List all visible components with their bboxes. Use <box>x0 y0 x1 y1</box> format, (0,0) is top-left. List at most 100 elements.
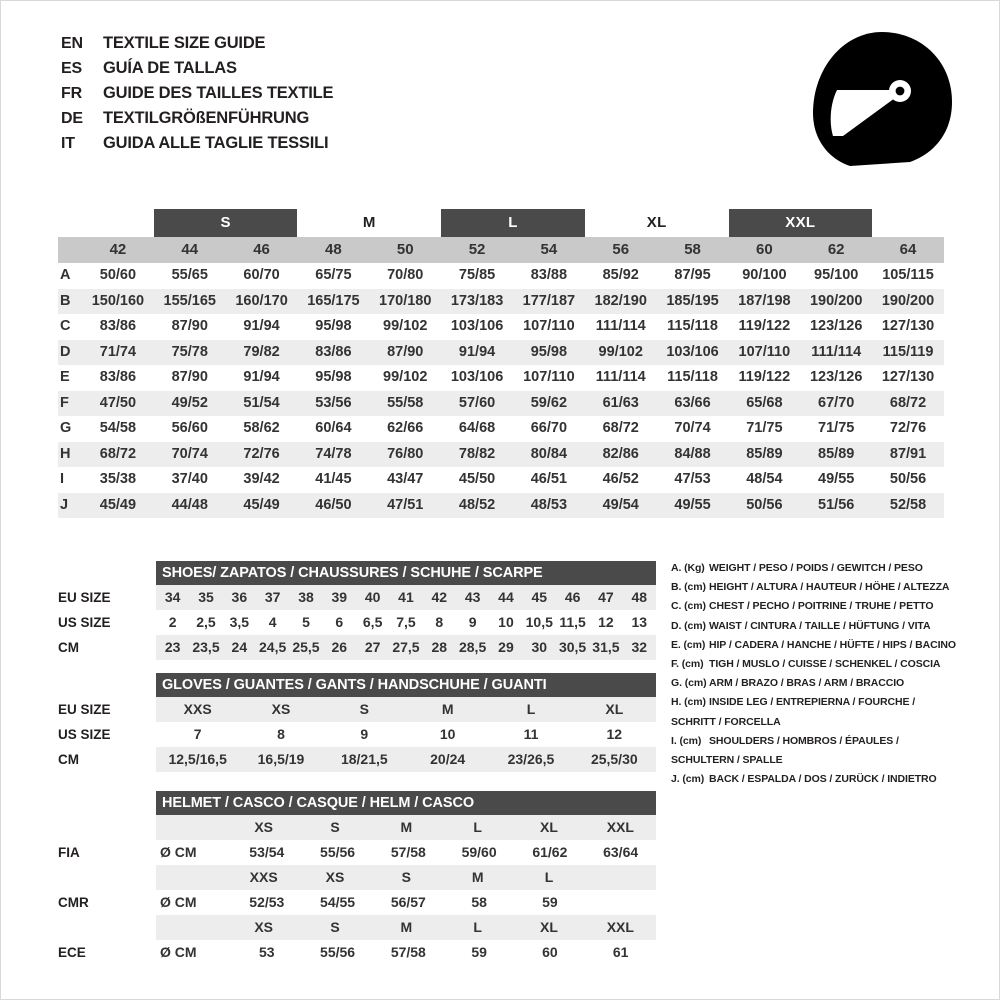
row-track: 7 8 9 10 11 12 <box>156 722 656 747</box>
cell: 10 <box>498 614 514 630</box>
title-text: GUIDE DES TAILLES TEXTILE <box>103 84 334 102</box>
cell: 59 <box>542 894 558 910</box>
table-row: EU SIZE XXS XS S M L XL <box>58 697 658 722</box>
row-track: XXS XS S M L <box>156 865 656 890</box>
cell: XXS <box>183 701 212 717</box>
row-label-I: I <box>60 471 65 487</box>
cell: 23/26,5 <box>507 751 555 767</box>
cell: 107/110 <box>523 369 575 385</box>
cell: 68/72 <box>602 420 639 436</box>
numeric-size-58: 58 <box>684 241 701 258</box>
legend-text: INSIDE LEG / ENTREPIERNA / FOURCHE / <box>709 696 916 709</box>
row-label: US SIZE <box>58 727 111 742</box>
cell: 49/52 <box>171 394 208 411</box>
cell: 8 <box>277 726 285 742</box>
cell: 87/90 <box>171 369 208 385</box>
legend-line: B. (cm) HEIGHT / ALTURA / HAUTEUR / HÖHE … <box>671 578 971 597</box>
cell: 60/64 <box>315 420 352 436</box>
cell: 7,5 <box>396 614 416 630</box>
table-row: EU SIZE 34 35 36 37 38 39 40 41 42 43 44 45 46 47 48 <box>58 585 658 610</box>
legend-line: J. (cm) BACK / ESPALDA / DOS / ZURÜCK / I… <box>671 770 971 789</box>
cell: 4 <box>268 614 277 630</box>
legend-text: HIP / CADERA / HANCHE / HÜFTE / HIPS / B… <box>709 638 956 651</box>
row-label-E: E <box>60 369 70 385</box>
legend-line: H. (cm) INSIDE LEG / ENTREPIERNA / FOURCH… <box>671 693 971 712</box>
cell: 51/56 <box>818 496 855 513</box>
cell: 37/40 <box>171 471 208 487</box>
main-size-table: S M L XL XXL 42 44 46 48 50 52 54 56 58 60 62 64 A 50/60… <box>58 209 944 518</box>
cell: 2 <box>168 614 177 630</box>
numeric-size-50: 50 <box>396 241 414 258</box>
row-label: ECE <box>58 945 86 960</box>
cell: 3,5 <box>229 614 250 630</box>
cell: 8 <box>435 614 444 630</box>
cell: 115/118 <box>667 318 718 334</box>
spacer <box>156 915 228 940</box>
cell: 28,5 <box>458 639 487 655</box>
helmet-size-row: XXS XS S M L <box>58 865 658 890</box>
cell: 47/50 <box>99 394 137 411</box>
cell: 187/198 <box>738 292 791 309</box>
legend-line: G. (cm) ARM / BRAZO / BRAS / ARM / BRACCI… <box>671 674 971 693</box>
row-label: EU SIZE <box>58 702 111 717</box>
legend-key: H. (cm) <box>671 696 706 709</box>
numeric-header-corner <box>58 237 82 263</box>
helmet-size-label: XL <box>540 819 558 835</box>
legend-text: HEIGHT / ALTURA / HAUTEUR / HÖHE / ALTEZ… <box>709 581 950 594</box>
cell: 99/102 <box>383 369 428 385</box>
cell: 65/75 <box>315 267 352 283</box>
cell: 57/58 <box>390 944 426 960</box>
cell: 90/100 <box>742 267 787 283</box>
cell: 99/102 <box>598 343 643 360</box>
cell: 82/86 <box>602 445 639 462</box>
cell: 45/50 <box>458 471 496 487</box>
helmet-size-row: XS S M L XL XXL <box>58 915 658 940</box>
cell: 111/114 <box>595 318 646 334</box>
cell: 46 <box>564 589 581 605</box>
cell: 34 <box>164 589 181 605</box>
cell: 55/65 <box>171 267 208 283</box>
helmet-size-label: L <box>473 819 482 835</box>
table-row: E 83/86 87/90 91/94 95/98 99/102 103/106 107/11… <box>58 365 944 391</box>
cell: 24 <box>231 639 248 655</box>
cell: 182/190 <box>594 292 647 309</box>
cell: 61 <box>612 944 629 960</box>
cell: 119/122 <box>738 369 791 385</box>
numeric-size-52: 52 <box>468 241 486 258</box>
row-track: XS S M L XL XXL <box>156 915 656 940</box>
cell: 53/56 <box>315 394 352 411</box>
helmet-unit-label: Ø CM <box>160 844 197 860</box>
row-label-J: J <box>60 496 69 513</box>
cell: 70/74 <box>674 420 711 436</box>
row-label-A: A <box>60 267 71 283</box>
legend-line: C. (cm) CHEST / PECHO / POITRINE / TRUHE … <box>671 597 971 616</box>
cell: 105/115 <box>882 267 934 283</box>
cell: 48 <box>631 589 648 605</box>
cell: 36 <box>231 589 248 605</box>
cell: 75/78 <box>171 343 208 360</box>
row-label <box>58 915 156 940</box>
cell: L <box>526 701 536 717</box>
cell: 50/56 <box>889 471 927 487</box>
cell: 107/110 <box>523 318 575 334</box>
cell: 99/102 <box>383 318 428 334</box>
title-language-code: ES <box>61 60 82 77</box>
table-row: D 71/74 75/78 79/82 83/86 87/90 91/94 95/98 99/1… <box>58 339 944 365</box>
helmet-size-label: M <box>400 919 413 935</box>
cell: 45/49 <box>99 496 137 513</box>
cell: 46/51 <box>530 471 568 487</box>
cell: 71/74 <box>99 343 137 360</box>
cell: 60 <box>542 944 558 960</box>
cell: 31,5 <box>592 639 620 655</box>
legend-key: J. (cm) <box>671 773 705 786</box>
cell: XS <box>271 701 291 717</box>
title-row: IT GUIDA ALLE TAGLIE TESSILI <box>61 134 333 159</box>
shoes-section-header: SHOES/ ZAPATOS / CHAUSSURES / SCHUHE / S… <box>156 561 656 585</box>
cell: 9 <box>468 614 477 630</box>
cell: 60/70 <box>243 267 280 283</box>
cell: 44 <box>498 589 514 605</box>
cell: 25,5 <box>292 639 320 655</box>
legend-text: SCHRITT / FORCELLA <box>671 715 781 728</box>
cell: 2,5 <box>196 614 216 630</box>
cell: 111/114 <box>595 369 646 385</box>
